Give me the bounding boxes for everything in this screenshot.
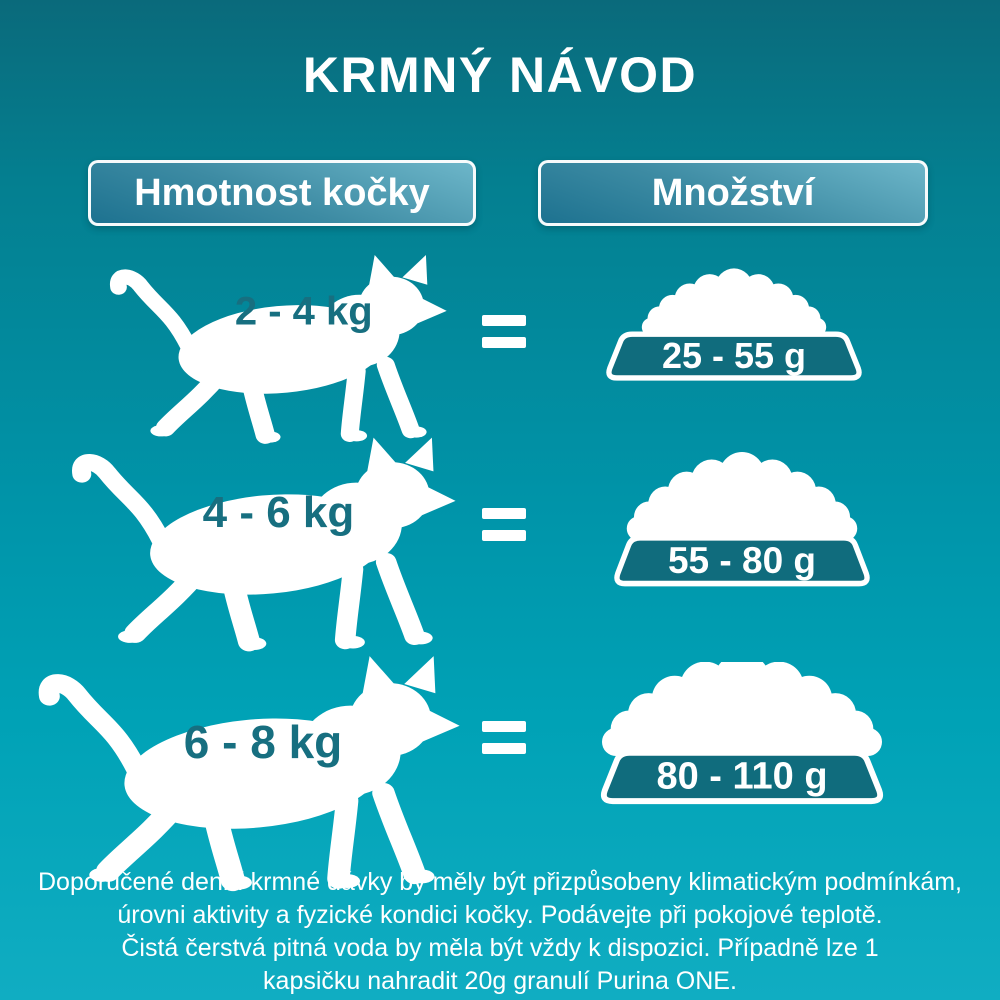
equals-bar-bottom bbox=[482, 530, 526, 541]
footer-note: Doporučené denní krmné dávky by měly být… bbox=[0, 866, 1000, 998]
column-header-cat-weight: Hmotnost kočky bbox=[88, 160, 476, 226]
amount-range-2: 55 - 80 g bbox=[667, 539, 817, 581]
bowl-row-3: 80 - 110 g bbox=[594, 662, 890, 810]
page-title: KRMNÝ NÁVOD bbox=[302, 47, 698, 103]
footer-line: úrovni aktivity a fyzické kondici kočky.… bbox=[117, 901, 883, 929]
amount-range-3: 80 - 110 g bbox=[656, 755, 828, 798]
footer-line: Čistá čerstvá pitná voda by měla být vžd… bbox=[121, 934, 879, 962]
bowl-row-2: 55 - 80 g bbox=[608, 452, 876, 592]
equals-bar-bottom bbox=[482, 337, 526, 348]
equals-icon bbox=[482, 315, 526, 348]
equals-bar-top bbox=[482, 315, 526, 326]
column-header-amount: Množství bbox=[538, 160, 928, 226]
equals-bar-bottom bbox=[482, 743, 526, 754]
equals-icon bbox=[482, 508, 526, 541]
cat-row-1: 2 - 4 kg bbox=[95, 250, 455, 455]
weight-range-3: 6 - 8 kg bbox=[183, 715, 343, 768]
cat-row-2: 4 - 6 kg bbox=[55, 432, 465, 664]
equals-bar-top bbox=[482, 721, 526, 732]
column-header-amount-label: Množství bbox=[651, 171, 815, 214]
equals-icon bbox=[482, 721, 526, 754]
bowl-row-1: 25 - 55 g bbox=[600, 252, 868, 386]
cat-silhouette-icon bbox=[95, 250, 455, 455]
weight-range-1: 2 - 4 kg bbox=[234, 289, 373, 333]
footer-line: kapsičku nahradit 20g granulí Purina ONE… bbox=[263, 967, 737, 995]
cat-row-3: 6 - 8 kg bbox=[20, 650, 470, 905]
amount-range-1: 25 - 55 g bbox=[661, 334, 807, 376]
equals-bar-top bbox=[482, 508, 526, 519]
footer-line: Doporučené denní krmné dávky by měly být… bbox=[37, 868, 962, 896]
weight-range-2: 4 - 6 kg bbox=[202, 488, 355, 538]
column-header-cat-weight-label: Hmotnost kočky bbox=[134, 171, 430, 214]
cat-silhouette-icon bbox=[55, 432, 465, 664]
